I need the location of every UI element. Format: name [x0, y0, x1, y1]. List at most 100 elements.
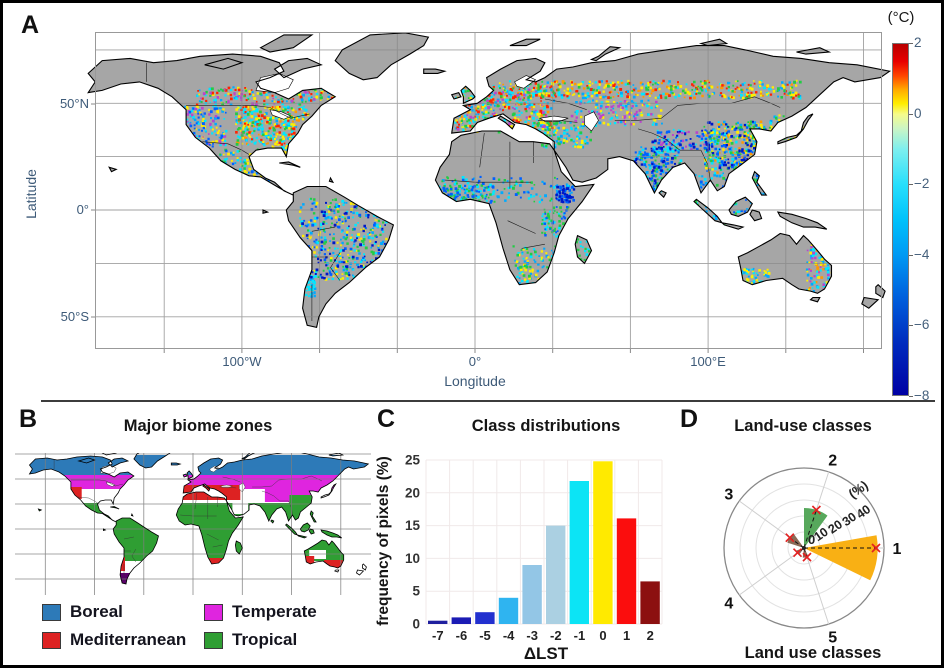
- class-label-1: 1: [893, 541, 902, 558]
- colorbar-tick-label: 2: [914, 35, 922, 50]
- y-tick-label: 25: [405, 453, 421, 468]
- bar--6: [451, 617, 471, 624]
- axis-ticks: [91, 103, 864, 353]
- bar-chart-xlabel: ΔLST: [523, 644, 569, 663]
- y-tick-label: 10: [405, 551, 420, 566]
- colorbar-tick: [909, 113, 913, 115]
- coastlines: [87, 32, 892, 329]
- mean-marker-x: [811, 505, 822, 515]
- class-label-4: 4: [724, 596, 733, 613]
- colorbar-tick: [909, 43, 913, 44]
- legend-item-temperate: Temperate: [204, 602, 317, 622]
- land-use-polar-chart: 10 20 30 40 (%) 0 1 2 3 4 5: [705, 441, 941, 663]
- bar-2: [640, 581, 660, 624]
- mediterranean-swatch: [42, 631, 61, 649]
- temperate-swatch: [204, 603, 223, 621]
- latitude-tick-label: 50°S: [60, 309, 89, 324]
- colorbar-tick-label: −8: [914, 388, 930, 403]
- x-tick-label: -4: [503, 628, 515, 643]
- delta-lst-world-map: [87, 32, 892, 353]
- origin-label: 0: [808, 532, 815, 547]
- colorbar-tick-label: 0: [914, 105, 922, 121]
- x-tick-label: -1: [574, 628, 586, 643]
- radial-tick-label: 10: [811, 525, 830, 544]
- polar-origin-dot: [802, 546, 806, 550]
- x-tick-label: -7: [432, 628, 444, 643]
- x-tick-label: 1: [623, 628, 630, 643]
- colorbar-tick-label: −6: [914, 317, 930, 333]
- colorbar-title: (°C): [887, 9, 915, 26]
- longitude-tick-label: 100°W: [222, 354, 262, 369]
- panel-divider: [41, 400, 935, 402]
- colorbar: [892, 43, 909, 396]
- bar--7: [428, 620, 448, 624]
- legend-item-mediterranean: Mediterranean: [42, 630, 186, 650]
- bar--2: [546, 525, 566, 624]
- y-tick-label: 0: [412, 617, 420, 632]
- panel-b-label: B: [19, 405, 38, 433]
- mean-marker-x: [785, 533, 795, 543]
- x-tick-label: -3: [526, 628, 538, 643]
- bar-0: [593, 461, 613, 624]
- mediterranean-label: Mediterranean: [70, 630, 187, 649]
- land: [88, 32, 890, 328]
- wedge-class-3: [787, 533, 804, 548]
- graticule: [95, 32, 882, 349]
- class-label-5: 5: [828, 629, 837, 646]
- colorbar-tick: [909, 184, 913, 186]
- latitude-axis-label: Latitude: [23, 169, 39, 219]
- y-tick-label: 20: [405, 485, 420, 500]
- x-tick-label: -2: [550, 628, 562, 643]
- radial-tick-label: 30: [840, 510, 859, 529]
- polar-chart-title: Land-use classes: [734, 417, 872, 435]
- boreal-label: Boreal: [70, 602, 123, 621]
- bar-chart-title: Class distributions: [471, 417, 621, 435]
- map-frame: [95, 32, 882, 349]
- wedge-class-2: [804, 507, 828, 548]
- colorbar-tick: [909, 325, 913, 327]
- y-tick-label: 5: [412, 584, 420, 599]
- x-tick-label: -5: [479, 628, 491, 643]
- boreal-swatch: [42, 603, 61, 621]
- class-label-2: 2: [828, 453, 837, 470]
- lakes: [100, 464, 246, 493]
- biome-zones-map: [15, 445, 371, 595]
- bar--1: [569, 481, 589, 624]
- legend-item-boreal: Boreal: [42, 602, 123, 622]
- panel-c-label: C: [377, 405, 396, 433]
- latitude-tick-label: 50°N: [59, 96, 89, 111]
- bar-1: [616, 518, 637, 624]
- temperate-label: Temperate: [232, 602, 317, 621]
- longitude-axis-label: Longitude: [444, 373, 506, 389]
- legend-item-tropical: Tropical: [204, 630, 297, 650]
- biome-map-title: Major biome zones: [123, 417, 273, 435]
- colorbar-tick: [909, 396, 913, 397]
- lakes: [255, 73, 599, 132]
- mean-marker-x: [871, 543, 881, 553]
- longitude-tick-label: 100°E: [690, 354, 726, 369]
- y-tick-label: 15: [405, 518, 421, 533]
- longitude-tick-label: 0°: [468, 354, 482, 369]
- latitude-tick-label: 0°: [76, 202, 89, 217]
- mean-marker-x: [802, 552, 812, 562]
- panel-d-label: D: [680, 405, 699, 433]
- radial-tick-label: 20: [826, 517, 845, 536]
- x-tick-label: 0: [599, 628, 606, 643]
- tropical-swatch: [204, 631, 223, 649]
- class-distribution-bar-chart: 0 5 10 15 20 25 -7 -6 -5 -4 -3 -2 -1 0 1 2: [400, 447, 672, 647]
- bar-chart-ylabel: frequency of pixels (%): [375, 456, 392, 626]
- wedge-class-1: [804, 535, 878, 581]
- tropical-label: Tropical: [232, 630, 298, 649]
- bar--5: [475, 612, 495, 624]
- panel-a-label: A: [21, 11, 40, 39]
- class-label-3: 3: [724, 486, 733, 503]
- x-tick-label: 2: [647, 628, 654, 643]
- bar--4: [498, 597, 519, 624]
- x-tick-label: -6: [456, 628, 468, 643]
- mean-marker-x: [792, 548, 803, 558]
- colorbar-tick: [909, 254, 913, 256]
- bar--3: [522, 565, 542, 624]
- polar-chart-xlabel: Land use classes: [744, 644, 882, 662]
- colorbar-tick-label: −2: [914, 176, 930, 192]
